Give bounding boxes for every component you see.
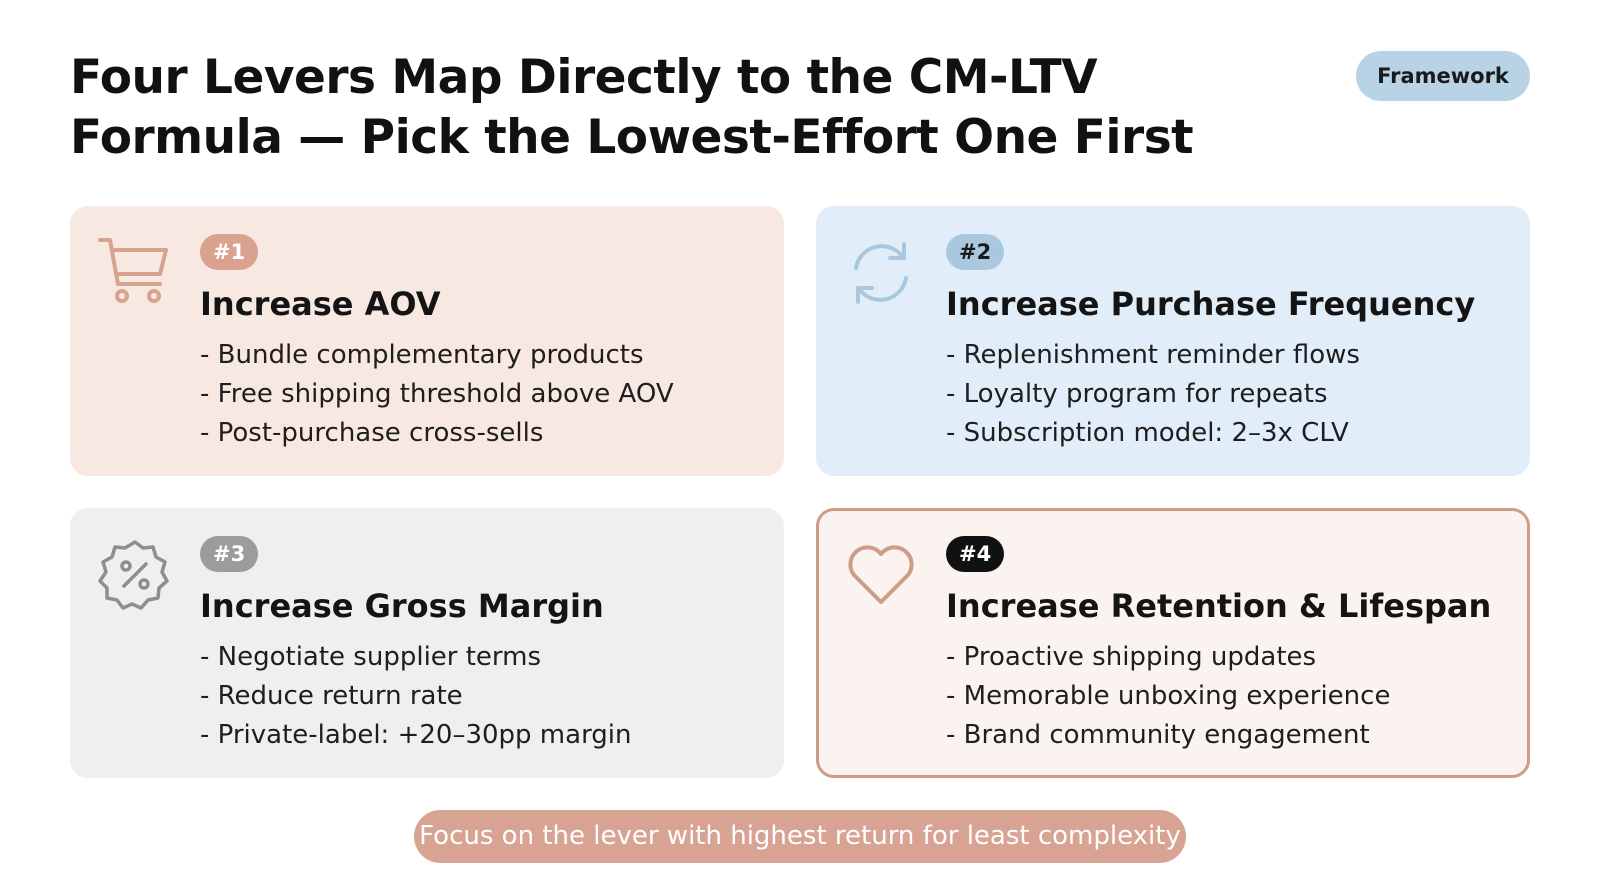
lever-card-retention: #4 Increase Retention & Lifespan - Proac… [816, 508, 1530, 778]
lever-title: Increase Purchase Frequency [946, 285, 1476, 323]
lever-title: Increase AOV [200, 285, 441, 323]
lever-bullets: - Negotiate supplier terms - Reduce retu… [200, 638, 632, 755]
bullet-item: - Loyalty program for repeats [946, 379, 1328, 409]
bullet-item: - Brand community engagement [946, 720, 1370, 750]
lever-bullets: - Proactive shipping updates - Memorable… [946, 638, 1390, 755]
lever-bullets: - Bundle complementary products - Free s… [200, 336, 674, 453]
lever-badge: #2 [946, 234, 1005, 270]
lever-bullets: - Replenishment reminder flows - Loyalty… [946, 336, 1360, 453]
lever-card-margin: #3 Increase Gross Margin - Negotiate sup… [70, 508, 784, 778]
lever-badge: #4 [946, 536, 1005, 572]
refresh-icon [854, 242, 908, 304]
bullet-item: - Free shipping threshold above AOV [200, 379, 674, 409]
bullet-item: - Memorable unboxing experience [946, 681, 1391, 711]
framework-tag: Framework [1356, 51, 1530, 101]
lever-card-frequency: #2 Increase Purchase Frequency - Repleni… [816, 206, 1530, 476]
bullet-item: - Post-purchase cross-sells [200, 418, 544, 448]
bullet-item: - Negotiate supplier terms [200, 642, 542, 672]
bullet-item: - Reduce return rate [200, 681, 463, 711]
bullet-item: - Subscription model: 2–3x CLV [946, 418, 1349, 448]
focus-callout: Focus on the lever with highest return f… [414, 810, 1186, 863]
bullet-item: - Replenishment reminder flows [946, 340, 1360, 370]
page-title: Four Levers Map Directly to the CM-LTV F… [70, 48, 1250, 168]
percent-badge-icon [98, 540, 169, 610]
bullet-item: - Private-label: +20–30pp margin [200, 720, 632, 750]
title-line-2: Formula — Pick the Lowest-Effort One Fir… [70, 110, 1194, 165]
lever-title: Increase Gross Margin [200, 587, 604, 625]
lever-card-aov: #1 Increase AOV - Bundle complementary p… [70, 206, 784, 476]
lever-badge: #3 [200, 536, 259, 572]
bullet-item: - Proactive shipping updates [946, 642, 1317, 672]
heart-icon [848, 545, 914, 604]
shopping-cart-icon [98, 238, 168, 303]
title-line-1: Four Levers Map Directly to the CM-LTV [70, 50, 1098, 105]
lever-badge: #1 [200, 234, 259, 270]
lever-title: Increase Retention & Lifespan [946, 587, 1492, 625]
bullet-item: - Bundle complementary products [200, 340, 644, 370]
